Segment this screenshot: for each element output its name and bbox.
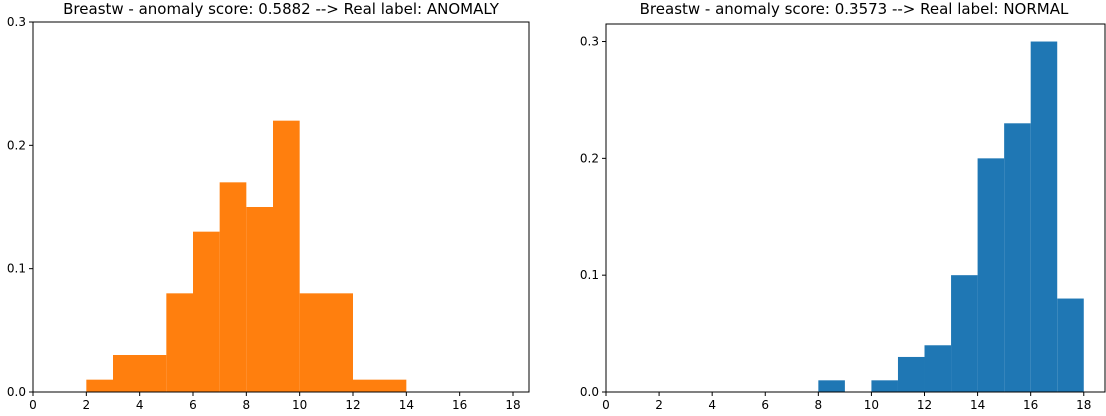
x-tick-label: 8 (243, 398, 251, 412)
x-tick-label: 4 (708, 398, 716, 412)
plot-border (32, 21, 530, 393)
normal-histogram-panel: Breastw - anomaly score: 0.3573 --> Real… (580, 0, 1106, 412)
bars-group (86, 120, 407, 393)
x-tick-label: 8 (815, 398, 823, 412)
x-tick-label: 18 (1076, 398, 1091, 412)
x-tick-label: 4 (136, 398, 144, 412)
y-tick-label: 0.3 (580, 35, 599, 49)
y-axis-ticks: 0.0 0.1 0.2 0.3 (580, 35, 606, 399)
histogram-bar (299, 293, 353, 392)
y-tick-label: 0.1 (580, 268, 599, 282)
x-axis-ticks: 0 2 4 6 8 10 12 14 16 18 (29, 392, 521, 412)
histogram-bar (977, 158, 1005, 392)
anomaly-histogram-panel: Breastw - anomaly score: 0.5882 --> Real… (7, 0, 530, 412)
histogram-bar (86, 379, 113, 392)
y-tick-label: 0.3 (7, 15, 26, 29)
x-tick-label: 10 (292, 398, 307, 412)
y-tick-label: 0.0 (7, 385, 26, 399)
x-tick-label: 0 (602, 398, 610, 412)
x-tick-label: 6 (189, 398, 197, 412)
x-tick-label: 14 (399, 398, 414, 412)
histogram-bar (219, 182, 247, 392)
bars-group (818, 41, 1084, 393)
histogram-bar (193, 231, 220, 392)
x-tick-label: 18 (505, 398, 520, 412)
histogram-bar (871, 380, 898, 392)
histogram-bar (924, 345, 952, 392)
axes-frame (605, 23, 1106, 393)
histogram-bar (818, 380, 845, 392)
histogram-bar (113, 355, 167, 392)
chart-title: Breastw - anomaly score: 0.5882 --> Real… (63, 0, 500, 18)
histogram-bar (246, 207, 273, 392)
histogram-bar (166, 293, 193, 392)
plot-border (605, 23, 1106, 393)
x-tick-label: 0 (29, 398, 37, 412)
y-tick-label: 0.2 (580, 151, 599, 165)
y-tick-label: 0.0 (580, 385, 599, 399)
histogram-bar (897, 356, 925, 392)
x-tick-label: 16 (1023, 398, 1038, 412)
x-tick-label: 12 (917, 398, 932, 412)
x-tick-label: 2 (655, 398, 663, 412)
y-tick-label: 0.1 (7, 262, 26, 276)
y-tick-label: 0.2 (7, 138, 26, 152)
x-tick-label: 12 (345, 398, 360, 412)
x-tick-label: 16 (452, 398, 467, 412)
x-tick-label: 10 (864, 398, 879, 412)
x-tick-label: 2 (83, 398, 91, 412)
histogram-bar (353, 379, 407, 392)
x-tick-label: 6 (761, 398, 769, 412)
histogram-bar (1057, 298, 1084, 392)
chart-title: Breastw - anomaly score: 0.3573 --> Real… (640, 0, 1069, 18)
histogram-bar (1004, 123, 1031, 393)
histogram-bar (273, 120, 300, 393)
y-axis-ticks: 0.0 0.1 0.2 0.3 (7, 15, 33, 399)
axes-frame (32, 21, 530, 393)
x-tick-label: 14 (970, 398, 985, 412)
histogram-bar (1030, 41, 1058, 393)
x-axis-ticks: 0 2 4 6 8 10 12 14 16 18 (602, 392, 1091, 412)
histogram-bar (951, 275, 978, 392)
